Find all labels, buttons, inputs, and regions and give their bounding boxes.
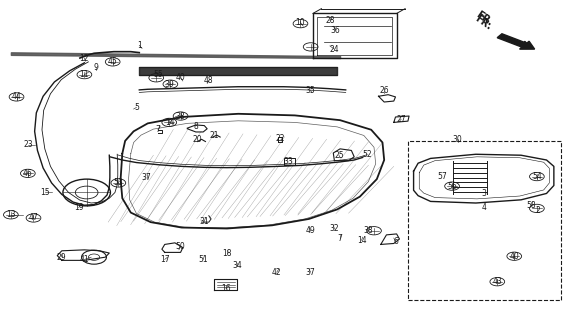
Text: 35: 35: [306, 86, 315, 95]
Text: 56: 56: [447, 182, 457, 191]
Text: 20: 20: [193, 135, 202, 144]
Text: 42: 42: [272, 268, 282, 277]
Text: 33: 33: [283, 157, 293, 166]
Text: 32: 32: [329, 224, 339, 233]
Text: 41: 41: [79, 255, 89, 264]
Text: 44: 44: [12, 92, 22, 101]
Text: 55: 55: [153, 70, 163, 79]
Text: 7: 7: [155, 125, 160, 134]
Text: 38: 38: [363, 226, 373, 235]
Text: 52: 52: [362, 150, 372, 159]
Text: 36: 36: [331, 26, 340, 35]
Text: 46: 46: [23, 169, 33, 178]
Text: 16: 16: [221, 284, 231, 292]
Text: 18: 18: [222, 249, 232, 258]
Text: 10: 10: [295, 19, 305, 28]
Text: 43: 43: [492, 277, 502, 286]
Text: FR.: FR.: [473, 9, 494, 28]
Text: 30: 30: [453, 135, 463, 144]
Text: 13: 13: [6, 210, 16, 219]
Text: 3: 3: [482, 189, 486, 198]
Text: 4: 4: [482, 203, 486, 212]
Text: 7: 7: [337, 234, 342, 243]
Text: 9: 9: [94, 63, 98, 72]
Text: 15: 15: [40, 188, 50, 197]
Text: 1: 1: [137, 41, 142, 50]
Text: 47: 47: [28, 213, 39, 222]
Text: 53: 53: [113, 179, 123, 188]
Text: 34: 34: [232, 261, 242, 270]
Text: 57: 57: [437, 172, 447, 181]
Text: 51: 51: [198, 255, 208, 264]
Text: 8: 8: [193, 122, 198, 131]
Text: 40: 40: [509, 252, 519, 261]
Text: 38: 38: [176, 112, 185, 121]
Text: 21: 21: [210, 131, 219, 140]
Text: 14: 14: [166, 118, 175, 127]
Text: 24: 24: [329, 44, 339, 54]
Text: FR.: FR.: [473, 13, 494, 32]
Text: 40: 40: [176, 73, 185, 82]
Text: 11: 11: [79, 70, 89, 79]
FancyArrow shape: [497, 34, 535, 49]
Text: 37: 37: [142, 173, 151, 182]
Text: 54: 54: [532, 172, 542, 181]
Text: 6: 6: [393, 237, 398, 246]
Text: 28: 28: [325, 16, 335, 25]
Text: 29: 29: [57, 253, 66, 262]
Text: 58: 58: [526, 201, 536, 210]
Text: 45: 45: [108, 57, 117, 66]
Text: 49: 49: [306, 226, 315, 235]
Text: 31: 31: [200, 217, 209, 226]
Text: 23: 23: [23, 140, 33, 149]
Text: 2: 2: [536, 206, 540, 215]
Text: 12: 12: [79, 53, 89, 62]
Text: 14: 14: [357, 236, 366, 245]
Text: 17: 17: [160, 255, 170, 264]
Text: 22: 22: [276, 134, 285, 143]
Text: 48: 48: [204, 76, 214, 85]
Text: 25: 25: [334, 151, 344, 160]
Text: 39: 39: [164, 80, 174, 89]
Text: 26: 26: [379, 86, 389, 95]
Text: 50: 50: [176, 242, 185, 251]
Text: 37: 37: [306, 268, 315, 277]
Text: 27: 27: [396, 115, 406, 124]
Text: 5: 5: [134, 103, 139, 112]
Text: 19: 19: [74, 203, 83, 212]
